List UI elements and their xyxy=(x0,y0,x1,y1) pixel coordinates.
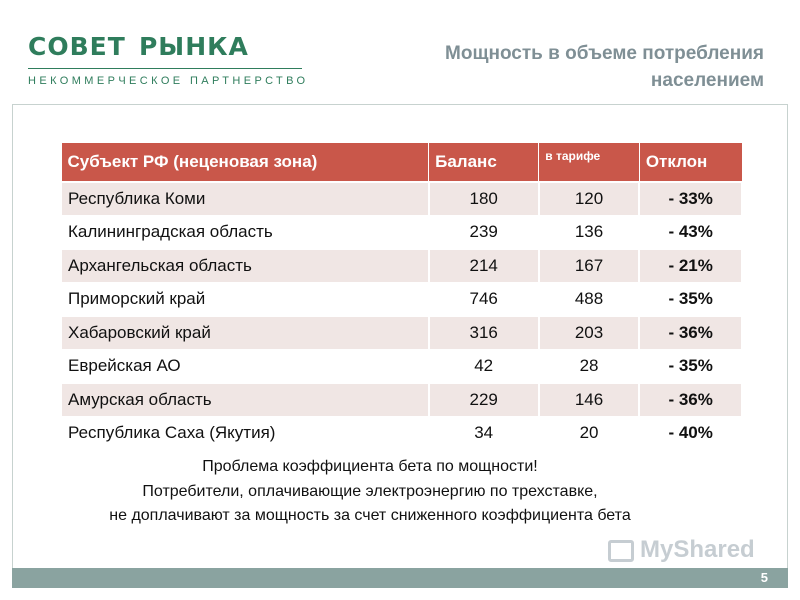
cell-deviation: - 35% xyxy=(638,281,743,317)
logo-name: совет рынка xyxy=(28,24,249,64)
cell-tariff: 167 xyxy=(537,248,641,284)
header-tariff: в тарифе xyxy=(538,142,640,183)
note-line-1: Проблема коэффициента бета по мощности! xyxy=(202,458,538,475)
cell-balance: 229 xyxy=(427,382,540,418)
capacity-table: Субъект РФ (неценовая зона) Баланс в тар… xyxy=(60,142,743,451)
cell-deviation: - 40% xyxy=(638,415,743,451)
cell-balance: 239 xyxy=(427,214,540,250)
cell-region: Архангельская область xyxy=(60,248,430,284)
cell-region: Амурская область xyxy=(60,382,430,418)
cell-region: Приморский край xyxy=(60,281,430,317)
cell-tariff: 20 xyxy=(537,415,641,451)
watermark-text: MyShared xyxy=(640,536,755,563)
slide-header xyxy=(12,12,788,104)
table-row: Калининградская область 239 136 - 43% xyxy=(60,214,743,250)
table-row: Республика Коми 180 120 - 33% xyxy=(60,181,743,217)
cell-deviation: - 21% xyxy=(638,248,743,284)
table-header-row: Субъект РФ (неценовая зона) Баланс в тар… xyxy=(60,142,743,183)
logo-subtitle: НЕКОММЕРЧЕСКОЕ ПАРТНЕРСТВО xyxy=(28,75,309,87)
logo-divider xyxy=(28,68,302,69)
cell-deviation: - 35% xyxy=(638,348,743,384)
footer-bar xyxy=(12,568,788,588)
cell-region: Калининградская область xyxy=(60,214,430,250)
cell-tariff: 28 xyxy=(537,348,641,384)
cell-balance: 42 xyxy=(427,348,540,384)
header-divider xyxy=(12,104,788,105)
cell-tariff: 120 xyxy=(537,181,641,217)
cell-balance: 746 xyxy=(427,281,540,317)
header-balance: Баланс xyxy=(428,142,540,183)
table-row: Архангельская область 214 167 - 21% xyxy=(60,248,743,284)
cell-tariff: 488 xyxy=(537,281,641,317)
cell-deviation: - 43% xyxy=(638,214,743,250)
cell-balance: 180 xyxy=(427,181,540,217)
table-row: Республика Саха (Якутия) 34 20 - 40% xyxy=(60,415,743,451)
cell-tariff: 136 xyxy=(537,214,641,250)
cell-tariff: 203 xyxy=(537,315,641,351)
table-row: Еврейская АО 42 28 - 35% xyxy=(60,348,743,384)
cell-region: Хабаровский край xyxy=(60,315,430,351)
page-title: Мощность в объеме потребления населением xyxy=(445,43,764,91)
watermark: MyShared xyxy=(608,536,755,564)
cell-tariff: 146 xyxy=(537,382,641,418)
note-line-2: Потребители, оплачивающие электроэнергию… xyxy=(142,482,598,500)
table-row: Амурская область 229 146 - 36% xyxy=(60,382,743,418)
cell-deviation: - 36% xyxy=(638,315,743,351)
note-line-3: не доплачивают за мощность за счет сниже… xyxy=(109,507,631,524)
header-deviation: Отклон xyxy=(638,142,743,183)
page-number: 5 xyxy=(760,570,768,585)
cell-deviation: - 33% xyxy=(638,181,743,217)
presentation-icon xyxy=(608,539,634,562)
beta-note: Проблема коэффициента бета по мощности! … xyxy=(60,455,680,529)
header-region: Субъект РФ (неценовая зона) xyxy=(60,142,430,183)
cell-balance: 34 xyxy=(427,415,540,451)
cell-region: Республика Коми xyxy=(60,181,430,217)
cell-region: Республика Саха (Якутия) xyxy=(60,415,430,451)
cell-region: Еврейская АО xyxy=(60,348,430,384)
table-row: Приморский край 746 488 - 35% xyxy=(60,281,743,317)
cell-balance: 316 xyxy=(427,315,540,351)
cell-balance: 214 xyxy=(427,248,540,284)
table-row: Хабаровский край 316 203 - 36% xyxy=(60,315,743,351)
cell-deviation: - 36% xyxy=(638,382,743,418)
